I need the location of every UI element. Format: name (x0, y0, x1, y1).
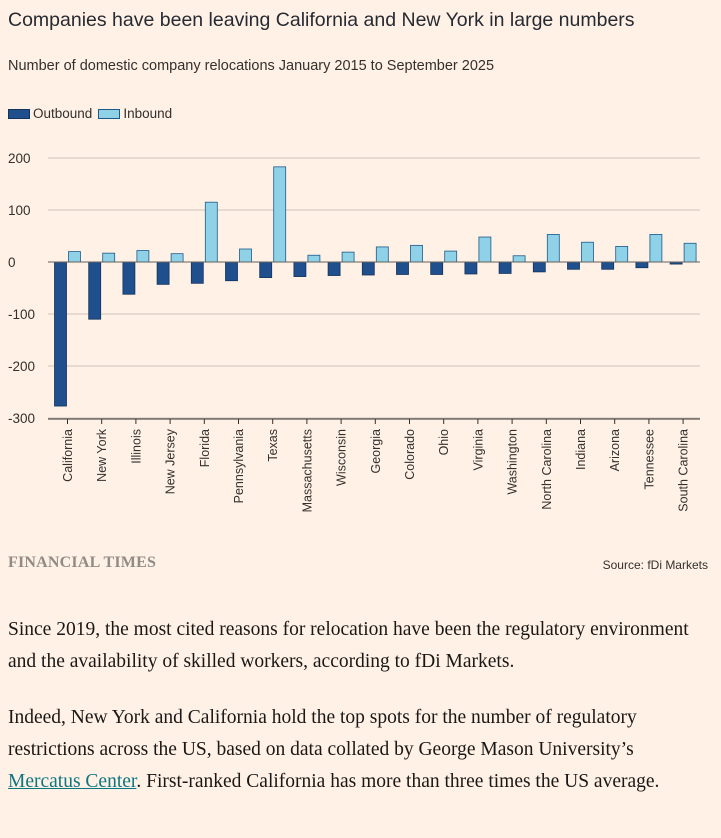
bar-outbound-15 (567, 261, 580, 270)
x-tick-label-8: Wisconsin (335, 429, 349, 486)
bar-inbound-10 (410, 244, 423, 263)
bar-outbound-9 (361, 261, 375, 276)
bar-inbound-15 (581, 241, 594, 263)
bar-inbound-12 (478, 236, 492, 263)
chart-legend: Outbound Inbound (8, 106, 176, 121)
y-tick-label-1: 100 (8, 203, 31, 218)
y-tick-label-3: -100 (8, 307, 35, 322)
x-tick-label-2: Illinois (129, 429, 143, 464)
bar-outbound-14 (532, 261, 546, 273)
bar-outbound-13 (498, 261, 512, 274)
y-tick-label-5: -300 (8, 411, 35, 426)
bar-inbound-11 (444, 250, 458, 263)
bar-inbound-18 (683, 242, 697, 263)
x-tick-label-10: Colorado (403, 429, 417, 480)
bar-inbound-8 (341, 251, 355, 263)
bar-inbound-9 (375, 246, 389, 263)
bar-outbound-7 (293, 261, 307, 277)
article-paragraph-2-text-b: . First-ranked California has more than … (136, 771, 660, 792)
bar-inbound-3 (170, 253, 184, 263)
x-tick-label-16: Arizona (608, 429, 622, 471)
bar-outbound-10 (396, 261, 409, 275)
bar-inbound-2 (136, 250, 150, 263)
bar-inbound-4 (204, 201, 218, 263)
article-paragraph-1: Since 2019, the most cited reasons for r… (8, 619, 689, 672)
legend-label-inbound: Inbound (123, 106, 173, 121)
legend-swatch-inbound (98, 108, 121, 119)
bar-inbound-14 (546, 234, 560, 263)
x-tick-label-15: Indiana (574, 429, 588, 470)
bar-inbound-17 (649, 234, 663, 263)
bar-outbound-6 (259, 261, 273, 279)
legend-swatch-outbound (8, 108, 30, 119)
x-tick-label-4: Florida (198, 429, 212, 467)
y-tick-label-4: -200 (8, 359, 35, 374)
bar-outbound-17 (635, 261, 649, 269)
y-tick-label-2: 0 (8, 255, 16, 270)
bar-inbound-0 (68, 251, 81, 263)
chart-title: Companies have been leaving California a… (8, 9, 635, 31)
source-note: Source: fDi Markets (602, 558, 708, 572)
article-paragraph-2: Indeed, New York and California hold the… (8, 702, 708, 798)
x-tick-label-11: Ohio (437, 429, 451, 455)
bar-outbound-12 (464, 261, 478, 275)
ft-brand-logo: FINANCIAL TIMES (8, 554, 157, 571)
x-tick-label-1: New York (95, 428, 109, 482)
bar-outbound-0 (54, 261, 67, 407)
bar-chart: 200 100 0 -100 -200 -300 California New York Ill… (8, 151, 700, 512)
bar-outbound-3 (156, 261, 170, 285)
chart-subtitle: Number of domestic company relocations J… (8, 58, 495, 74)
x-tick-label-7: Massachusetts (300, 429, 314, 512)
bar-inbound-7 (307, 254, 321, 263)
legend-label-outbound: Outbound (33, 106, 93, 121)
x-tick-label-5: Pennsylvania (232, 429, 246, 503)
bar-outbound-1 (88, 261, 102, 320)
x-tick-label-9: Georgia (369, 429, 383, 474)
bar-inbound-13 (512, 255, 526, 263)
x-tick-label-6: Texas (266, 429, 280, 462)
mercatus-center-link[interactable]: Mercatus Center (8, 771, 137, 792)
x-tick-label-3: New Jersey (164, 428, 178, 494)
bar-inbound-6 (273, 166, 287, 263)
y-tick-label-0: 200 (8, 151, 31, 166)
bar-outbound-4 (190, 261, 204, 284)
bar-outbound-16 (601, 261, 615, 270)
bar-outbound-5 (225, 261, 238, 282)
bar-outbound-2 (122, 261, 136, 295)
x-tick-label-13: Washington (506, 429, 520, 495)
x-tick-label-14: North Carolina (540, 429, 554, 510)
x-tick-label-0: California (61, 429, 75, 482)
bar-inbound-5 (239, 248, 252, 263)
x-tick-label-18: South Carolina (677, 429, 691, 512)
bar-inbound-16 (615, 245, 629, 263)
bar-inbound-1 (102, 252, 116, 263)
bar-outbound-8 (327, 261, 341, 276)
x-tick-label-17: Tennessee (642, 429, 656, 490)
bar-outbound-11 (430, 261, 444, 275)
article-paragraph-2-text-a: Indeed, New York and California hold the… (8, 707, 637, 760)
x-tick-label-12: Virginia (471, 429, 485, 471)
